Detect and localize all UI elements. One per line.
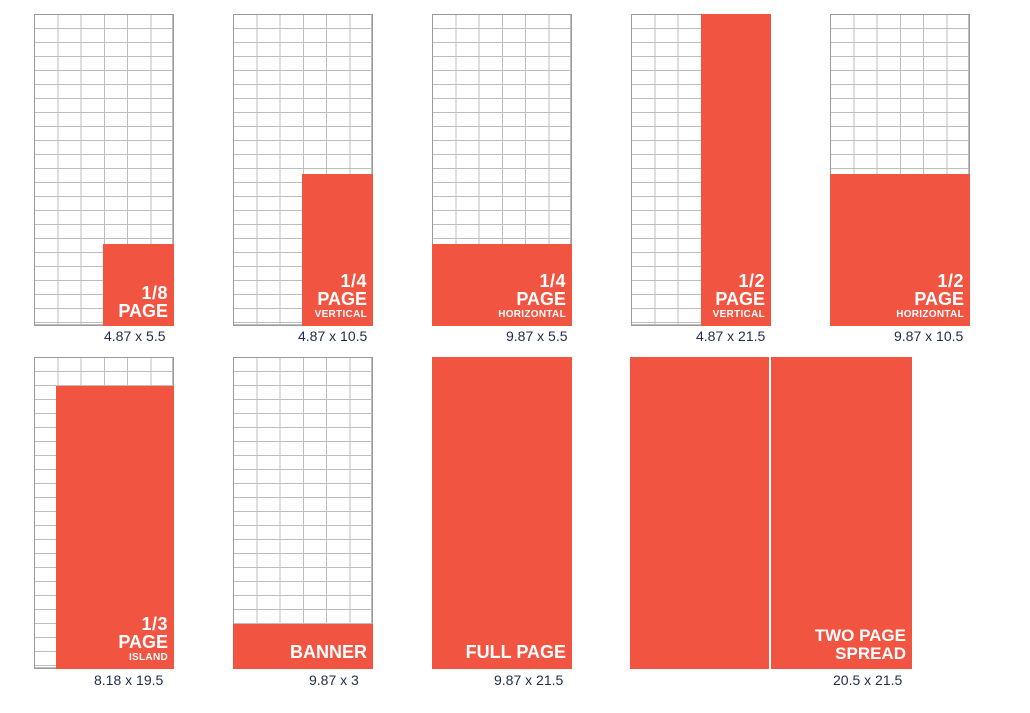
ad-label-line1: 1/4 (539, 271, 566, 291)
ad-label-line1: FULL PAGE (465, 642, 566, 662)
ad-block-third-island: 1/3 PAGE ISLAND (56, 386, 174, 669)
dimensions-banner: 9.87 x 3 (309, 672, 359, 688)
ad-label-line3: VERTICAL (712, 309, 765, 320)
ad-block-eighth-page: 1/8 PAGE (103, 244, 174, 326)
dimensions-two-page-spread: 20.5 x 21.5 (833, 672, 903, 688)
dimensions-third-island: 8.18 x 19.5 (94, 672, 164, 688)
dimensions-half-horizontal: 9.87 x 10.5 (894, 328, 964, 344)
ad-label-line2: PAGE (118, 301, 168, 321)
ad-block-quarter-horizontal: 1/4 PAGE HORIZONTAL (432, 244, 572, 326)
ad-label-line3: ISLAND (128, 652, 168, 663)
ad-label-line1: 1/4 (340, 271, 367, 291)
ad-label-line2: PAGE (516, 289, 566, 309)
dimensions-eighth: 4.87 x 5.5 (104, 328, 166, 344)
ad-label-line2: PAGE (118, 632, 168, 652)
ad-label-line3: HORIZONTAL (896, 309, 964, 320)
ad-block-half-vertical: 1/2 PAGE VERTICAL (701, 14, 771, 326)
ad-label-line1: 1/3 (141, 614, 168, 634)
ad-block-two-page-spread: TWO PAGE SPREAD (630, 357, 912, 669)
dimensions-quarter-vertical: 4.87 x 10.5 (298, 328, 368, 344)
page-grid-banner (233, 357, 373, 669)
page-grid-eighth (34, 14, 174, 326)
ad-label-line3: HORIZONTAL (498, 309, 566, 320)
spread-divider (769, 357, 771, 669)
dimensions-full-page: 9.87 x 21.5 (494, 672, 564, 688)
ad-block-banner: BANNER (233, 624, 373, 669)
ad-label-line1: 1/2 (937, 271, 964, 291)
ad-label-line2: PAGE (914, 289, 964, 309)
ad-label-line1: BANNER (289, 642, 367, 662)
ad-block-quarter-vertical: 1/4 PAGE VERTICAL (302, 174, 373, 326)
ad-block-half-horizontal: 1/2 PAGE HORIZONTAL (830, 174, 970, 326)
ad-label-line1: 1/8 (141, 283, 168, 303)
dimensions-quarter-horizontal: 9.87 x 5.5 (506, 328, 568, 344)
ad-label-line1: TWO PAGE (814, 626, 906, 646)
ad-label-line2: SPREAD (835, 644, 906, 664)
ad-block-full-page: FULL PAGE (432, 357, 572, 669)
ad-label-line2: PAGE (715, 289, 765, 309)
dimensions-half-vertical: 4.87 x 21.5 (696, 328, 766, 344)
ad-label-line3: VERTICAL (314, 309, 367, 320)
ad-label-line2: PAGE (317, 289, 367, 309)
ad-label-line1: 1/2 (738, 271, 765, 291)
